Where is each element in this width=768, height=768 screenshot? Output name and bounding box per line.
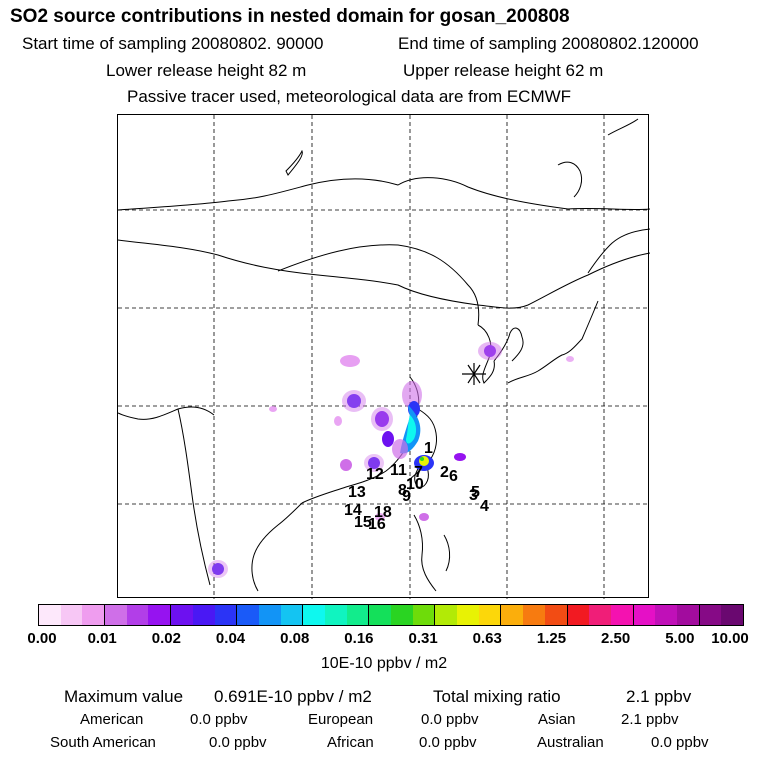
region-african-value: 0.0 ppbv (419, 734, 477, 751)
colorbar-swatch (523, 605, 545, 625)
plume-blobs (208, 342, 574, 578)
colorbar-swatch (676, 605, 700, 625)
colorbar-swatch (501, 605, 524, 625)
colorbar-swatch (610, 605, 634, 625)
source-label: 3 (469, 487, 478, 504)
colorbar-swatch (457, 605, 479, 625)
region-asian-value: 2.1 ppbv (621, 711, 679, 728)
colorbar-swatch (60, 605, 83, 625)
source-label: 14 (344, 502, 362, 519)
colorbar-tick-label: 0.08 (280, 630, 310, 647)
region-european-value: 0.0 ppbv (421, 711, 479, 728)
colorbar-swatch (369, 605, 391, 625)
colorbar-tick-label: 0.63 (472, 630, 502, 647)
colorbar-swatch (148, 605, 172, 625)
upper-release-label: Upper release height 62 m (403, 61, 604, 80)
source-label: 4 (480, 498, 489, 515)
colorbar-swatch (82, 605, 106, 625)
region-american-value: 0.0 ppbv (190, 711, 248, 728)
region-european-label: European (308, 711, 374, 728)
colorbar-swatch (412, 605, 436, 625)
colorbar-swatch (699, 605, 722, 625)
map-panel: 1 2 3 4 5 6 7 8 9 10 11 12 13 14 15 16 1… (117, 114, 650, 599)
source-label: 8 (398, 482, 407, 499)
tracer-note: Passive tracer used, meteorological data… (127, 87, 572, 106)
source-label: 9 (402, 488, 411, 505)
colorbar-swatch (237, 605, 259, 625)
colorbar-swatch (655, 605, 677, 625)
colorbar-swatch (435, 605, 458, 625)
map-canvas: 1 2 3 4 5 6 7 8 9 10 11 12 13 14 15 16 1… (118, 115, 650, 599)
region-australian-value: 0.0 ppbv (651, 734, 709, 751)
colorbar-swatch (126, 605, 149, 625)
region-asian-label: Asian (538, 711, 576, 728)
colorbar-swatch (39, 605, 61, 625)
colorbar-tick-label: 0.04 (215, 630, 246, 647)
region-south-american-label: South American (50, 734, 156, 751)
source-label: 12 (366, 466, 384, 483)
source-label: 1 (424, 440, 433, 457)
source-label: 13 (348, 484, 366, 501)
source-label: 16 (368, 516, 386, 533)
colorbar-tick-label: 0.16 (344, 630, 374, 647)
colorbar-swatch (171, 605, 193, 625)
colorbar-swatch (303, 605, 325, 625)
region-south-american-value: 0.0 ppbv (209, 734, 267, 751)
max-value-label: Maximum value (64, 687, 184, 706)
colorbar-swatch (105, 605, 127, 625)
region-american-label: American (80, 711, 144, 728)
colorbar-swatch (391, 605, 413, 625)
total-mixing-label: Total mixing ratio (433, 687, 561, 706)
colorbar-swatch (544, 605, 568, 625)
colorbar-tick-label: 5.00 (665, 630, 695, 647)
region-african-label: African (327, 734, 374, 751)
colorbar-swatch (589, 605, 611, 625)
colorbar-swatch (324, 605, 347, 625)
colorbar-swatch (478, 605, 502, 625)
end-time-label: End time of sampling 20080802.120000 (398, 34, 699, 53)
colorbar-tick-label: 0.02 (151, 630, 181, 647)
page-title: SO2 source contributions in nested domai… (10, 6, 570, 27)
source-labels: 1 2 3 4 5 6 7 8 9 10 11 12 13 14 15 16 1… (344, 440, 489, 533)
source-label: 5 (471, 484, 480, 501)
colorbar-swatch (258, 605, 281, 625)
source-label: 10 (406, 476, 424, 493)
colorbar-swatch (280, 605, 304, 625)
colorbar-tick-label: 0.01 (87, 630, 117, 647)
source-label: 6 (449, 468, 458, 485)
colorbar-swatch (214, 605, 238, 625)
source-label: 15 (354, 514, 372, 531)
colorbar-tick-label: 0.00 (27, 630, 57, 647)
source-label: 7 (414, 464, 423, 481)
source-label: 2 (440, 464, 449, 481)
colorbar-tick-label: 0.31 (408, 630, 438, 647)
colorbar-swatch (633, 605, 656, 625)
receptor-asterisk-icon (462, 363, 486, 385)
colorbar-swatch (346, 605, 370, 625)
source-label: 11 (390, 462, 407, 479)
map-gridlines (118, 115, 650, 599)
lower-release-label: Lower release height 82 m (106, 61, 307, 80)
max-value: 0.691E-10 ppbv / m2 (214, 687, 372, 706)
total-mixing-value: 2.1 ppbv (626, 687, 692, 706)
colorbar-tick-label: 1.25 (536, 630, 567, 647)
region-australian-label: Australian (537, 734, 604, 751)
source-label: 18 (374, 504, 392, 521)
colorbar-unit-label: 10E-10 ppbv / m2 (320, 655, 448, 672)
colorbar-tick-label: 2.50 (601, 630, 631, 647)
colorbar-swatch (567, 605, 590, 625)
start-time-label: Start time of sampling 20080802. 90000 (22, 34, 324, 53)
colorbar-swatch (721, 605, 743, 625)
colorbar-swatch (192, 605, 215, 625)
colorbar-tick-label: 10.00 (711, 630, 749, 647)
colorbar (38, 604, 744, 626)
